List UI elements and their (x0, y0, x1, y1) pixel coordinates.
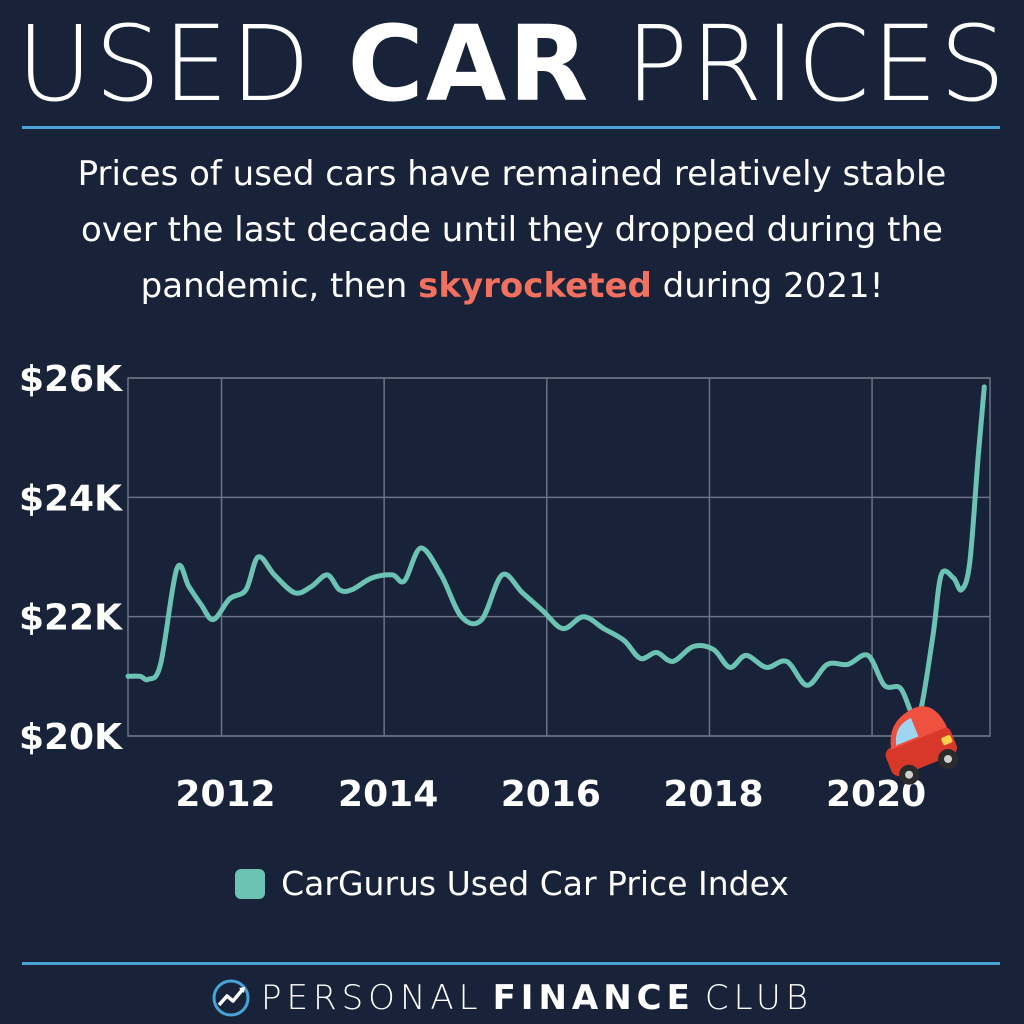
car-icon (885, 706, 959, 785)
brand-footer: PERSONAL FINANCE CLUB (0, 978, 1024, 1018)
subtitle-part-1: Prices of used cars have remained relati… (77, 154, 947, 306)
brand-name-club: CLUB (704, 978, 813, 1018)
bottom-divider (22, 962, 1000, 965)
price-chart: $20K$22K$24K$26K 2012 2014 2016 2018 2020 (19, 359, 991, 815)
subtitle-highlight: skyrocketed (418, 266, 652, 306)
y-tick-label: $24K (19, 478, 123, 519)
legend-swatch (235, 868, 266, 899)
x-axis-labels: 2012 2014 2016 2018 2020 (175, 774, 926, 815)
grid (127, 377, 991, 737)
brand-logo-icon (212, 979, 250, 1017)
top-divider (22, 126, 1000, 129)
price-index-line (125, 384, 987, 721)
x-tick-label: 2018 (663, 774, 763, 815)
y-axis-labels: $20K $22K $24K $26K (19, 359, 123, 758)
x-tick-label: 2014 (338, 774, 438, 815)
brand-name-personal: PERSONAL (260, 978, 483, 1018)
legend-label: CarGurus Used Car Price Index (281, 864, 789, 903)
y-tick-label: $26K (19, 359, 123, 400)
subtitle: Prices of used cars have remained relati… (40, 146, 984, 314)
title-light-2: PRICES (590, 3, 1008, 125)
legend: CarGurus Used Car Price Index (0, 864, 1024, 903)
y-tick-label: $20K (19, 717, 123, 758)
x-tick-label: 2012 (175, 774, 275, 815)
y-tick-label: $22K (19, 598, 123, 639)
series-layer (125, 384, 987, 721)
page-title: USED CAR PRICES (0, 4, 1024, 124)
x-tick-label: 2016 (501, 774, 601, 815)
title-light-1: USED (16, 3, 348, 125)
brand-name-finance: FINANCE (492, 978, 695, 1018)
subtitle-part-2: during 2021! (651, 266, 884, 306)
title-bold: CAR (347, 3, 591, 125)
